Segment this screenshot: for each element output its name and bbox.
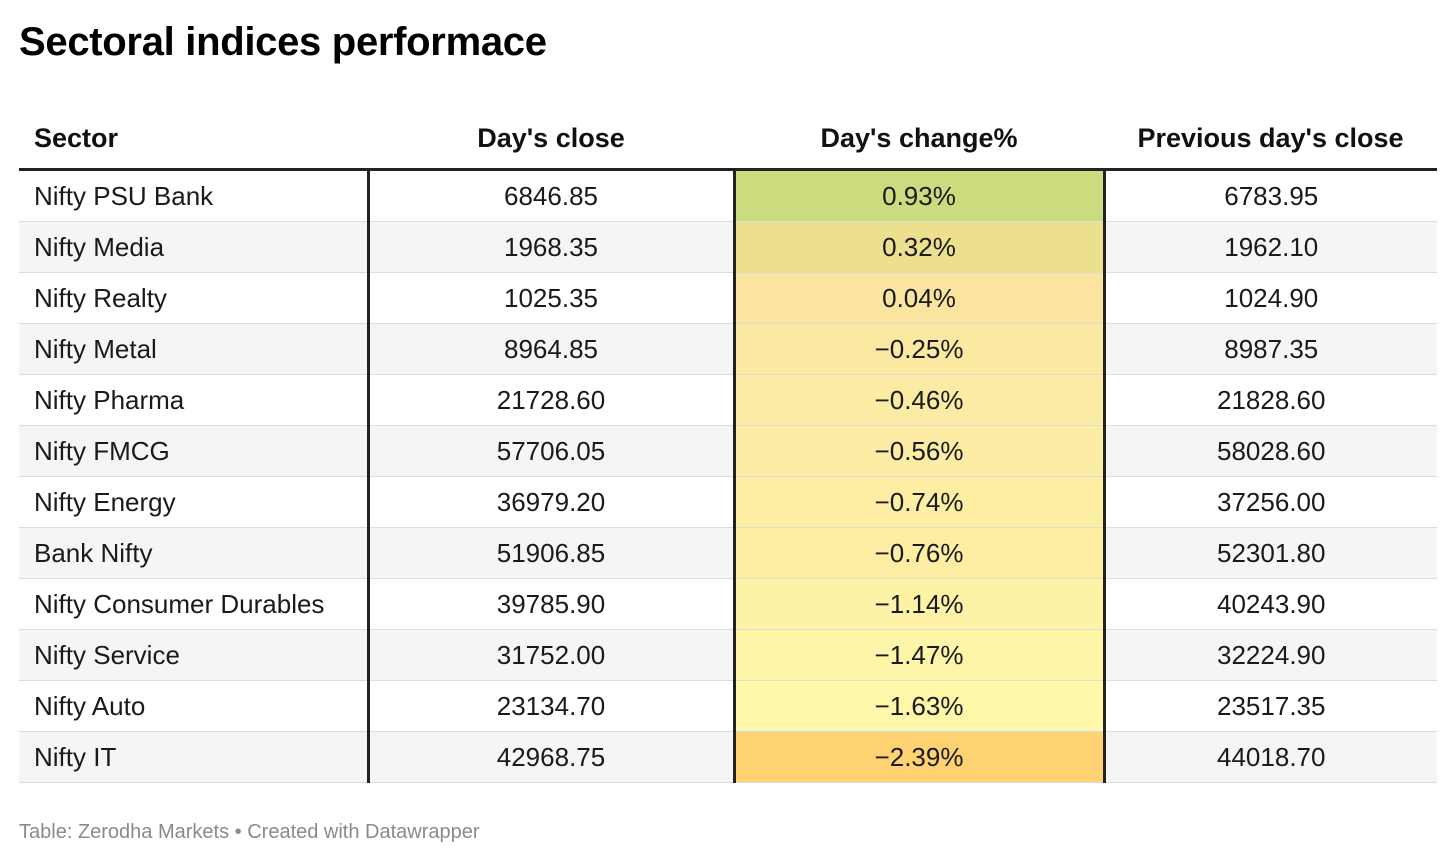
table-body: Nifty PSU Bank 6846.85 0.93% 6783.95 Nifty M…	[19, 169, 1437, 783]
days-change-cell: −1.47%	[732, 629, 1106, 681]
previous-close-cell: 6783.95	[1104, 169, 1437, 222]
days-change-cell: −2.39%	[732, 731, 1106, 783]
sector-cell: Nifty Service	[19, 629, 370, 681]
sector-cell: Nifty IT	[19, 731, 370, 783]
days-change-cell: 0.32%	[732, 221, 1106, 273]
days-change-cell: −1.14%	[732, 578, 1106, 630]
column-header-previous-close: Previous day's close	[1104, 108, 1437, 171]
days-change-cell: 0.93%	[732, 169, 1106, 222]
table-row: Nifty FMCG 57706.05 −0.56% 58028.60	[19, 425, 1437, 477]
table-row: Bank Nifty 51906.85 −0.76% 52301.80	[19, 527, 1437, 579]
days-close-cell: 57706.05	[368, 425, 734, 477]
days-close-cell: 23134.70	[368, 680, 734, 732]
days-change-cell: −0.74%	[732, 476, 1106, 528]
previous-close-cell: 32224.90	[1104, 629, 1437, 681]
sector-cell: Nifty Pharma	[19, 374, 370, 426]
days-close-cell: 8964.85	[368, 323, 734, 375]
sector-cell: Nifty FMCG	[19, 425, 370, 477]
table-row: Nifty Energy 36979.20 −0.74% 37256.00	[19, 476, 1437, 528]
table-header-row: Sector Day's close Day's change% Previou…	[19, 108, 1437, 171]
days-close-cell: 31752.00	[368, 629, 734, 681]
table-row: Nifty Service 31752.00 −1.47% 32224.90	[19, 629, 1437, 681]
sector-cell: Bank Nifty	[19, 527, 370, 579]
table-row: Nifty Metal 8964.85 −0.25% 8987.35	[19, 323, 1437, 375]
previous-close-cell: 44018.70	[1104, 731, 1437, 783]
days-change-cell: −0.25%	[732, 323, 1106, 375]
previous-close-cell: 8987.35	[1104, 323, 1437, 375]
days-close-cell: 1968.35	[368, 221, 734, 273]
sector-cell: Nifty Media	[19, 221, 370, 273]
table-row: Nifty Pharma 21728.60 −0.46% 21828.60	[19, 374, 1437, 426]
previous-close-cell: 23517.35	[1104, 680, 1437, 732]
table-row: Nifty Media 1968.35 0.32% 1962.10	[19, 221, 1437, 273]
sector-performance-table: Sector Day's close Day's change% Previou…	[19, 108, 1437, 783]
table-title: Sectoral indices performace	[19, 20, 547, 64]
days-close-cell: 36979.20	[368, 476, 734, 528]
table-row: Nifty PSU Bank 6846.85 0.93% 6783.95	[19, 169, 1437, 222]
source-footer: Table: Zerodha Markets • Created with Da…	[19, 821, 480, 843]
days-change-cell: −0.56%	[732, 425, 1106, 477]
days-change-cell: 0.04%	[732, 272, 1106, 324]
column-header-sector: Sector	[19, 108, 368, 171]
sector-cell: Nifty PSU Bank	[19, 169, 370, 222]
days-change-cell: −1.63%	[732, 680, 1106, 732]
days-close-cell: 21728.60	[368, 374, 734, 426]
table-row: Nifty Realty 1025.35 0.04% 1024.90	[19, 272, 1437, 324]
column-header-days-close: Day's close	[368, 108, 734, 171]
sector-cell: Nifty Consumer Durables	[19, 578, 370, 630]
days-change-cell: −0.46%	[732, 374, 1106, 426]
previous-close-cell: 37256.00	[1104, 476, 1437, 528]
table-row: Nifty Consumer Durables 39785.90 −1.14% 402…	[19, 578, 1437, 630]
days-close-cell: 39785.90	[368, 578, 734, 630]
sector-cell: Nifty Realty	[19, 272, 370, 324]
days-close-cell: 42968.75	[368, 731, 734, 783]
sector-cell: Nifty Energy	[19, 476, 370, 528]
previous-close-cell: 52301.80	[1104, 527, 1437, 579]
table-row: Nifty IT 42968.75 −2.39% 44018.70	[19, 731, 1437, 783]
days-change-cell: −0.76%	[732, 527, 1106, 579]
previous-close-cell: 21828.60	[1104, 374, 1437, 426]
sector-cell: Nifty Auto	[19, 680, 370, 732]
previous-close-cell: 1024.90	[1104, 272, 1437, 324]
previous-close-cell: 1962.10	[1104, 221, 1437, 273]
days-close-cell: 6846.85	[368, 169, 734, 222]
previous-close-cell: 58028.60	[1104, 425, 1437, 477]
table-row: Nifty Auto 23134.70 −1.63% 23517.35	[19, 680, 1437, 732]
days-close-cell: 51906.85	[368, 527, 734, 579]
previous-close-cell: 40243.90	[1104, 578, 1437, 630]
column-header-days-change: Day's change%	[734, 108, 1104, 171]
days-close-cell: 1025.35	[368, 272, 734, 324]
sector-cell: Nifty Metal	[19, 323, 370, 375]
